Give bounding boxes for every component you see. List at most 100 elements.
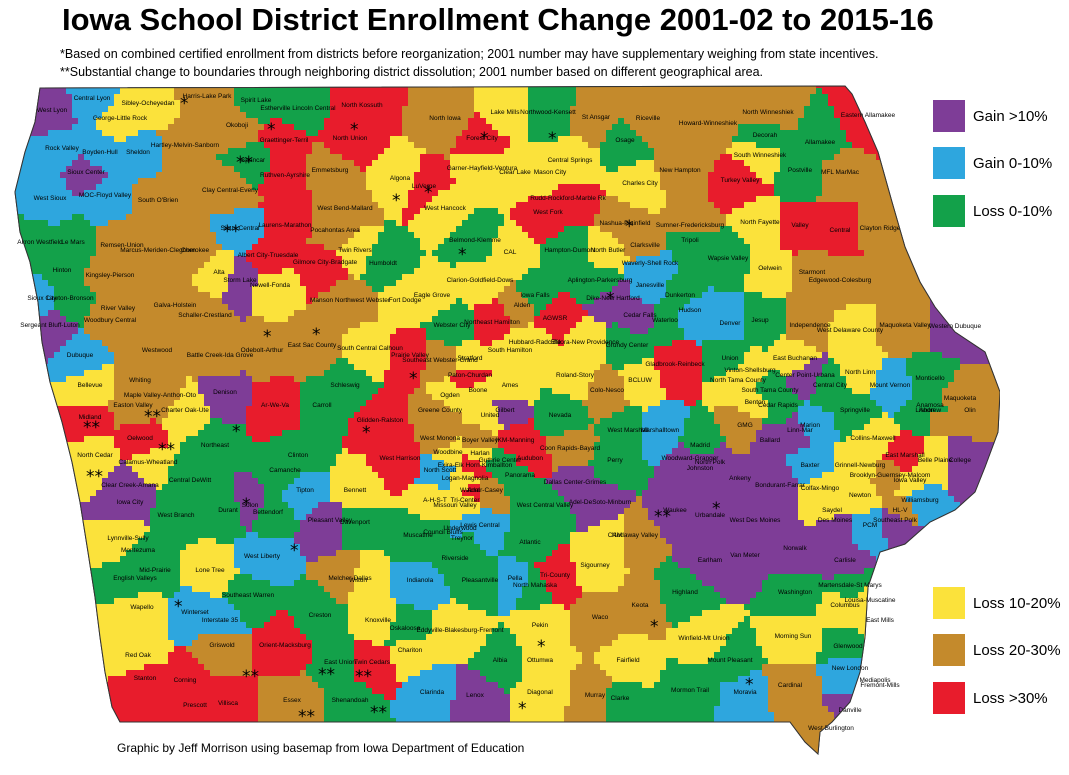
district-cell	[222, 190, 229, 197]
district-cell	[24, 226, 31, 233]
district-cell	[642, 178, 649, 185]
district-cell	[186, 214, 193, 221]
district-cell	[174, 112, 181, 119]
district-cell	[204, 160, 211, 167]
district-cell	[678, 196, 685, 203]
district-cell	[480, 226, 487, 233]
district-cell	[408, 154, 415, 161]
district-cell	[432, 130, 439, 137]
district-cell	[300, 136, 307, 143]
district-cell	[678, 172, 685, 179]
district-cell	[306, 214, 313, 221]
district-cell	[540, 94, 547, 101]
district-cell	[240, 190, 247, 197]
district-cell	[288, 196, 295, 203]
district-cell	[240, 172, 247, 179]
district-cell	[666, 148, 673, 155]
district-cell	[288, 178, 295, 185]
district-cell	[744, 130, 751, 137]
district-cell	[450, 232, 457, 239]
district-cell	[876, 226, 883, 233]
district-cell	[642, 214, 649, 221]
district-cell	[882, 124, 889, 131]
district-cell	[30, 250, 37, 257]
district-cell	[564, 154, 571, 161]
district-cell	[726, 172, 733, 179]
district-cell	[168, 214, 175, 221]
district-cell	[606, 244, 613, 251]
district-cell	[216, 214, 223, 221]
district-cell	[432, 86, 439, 89]
district-cell	[816, 106, 823, 113]
district-cell	[102, 226, 109, 233]
district-cell	[150, 208, 157, 215]
district-cell	[504, 220, 511, 227]
district-cell	[900, 86, 907, 89]
district-cell	[522, 160, 529, 167]
district-cell	[90, 208, 97, 215]
district-cell	[630, 244, 637, 251]
district-cell	[384, 118, 391, 125]
district-cell	[534, 202, 541, 209]
district-cell	[924, 178, 931, 185]
district-cell	[396, 166, 403, 173]
district-cell	[318, 118, 325, 125]
district-cell	[816, 118, 823, 125]
district-cell	[528, 250, 535, 257]
district-cell	[540, 142, 547, 149]
district-cell	[432, 106, 439, 113]
district-cell	[120, 238, 127, 245]
district-cell	[846, 160, 853, 167]
district-cell	[480, 142, 487, 149]
district-cell	[618, 130, 625, 137]
district-cell	[912, 124, 919, 131]
district-cell	[648, 178, 655, 185]
district-cell	[762, 160, 769, 167]
district-cell	[588, 100, 595, 107]
district-cell	[312, 112, 319, 119]
district-cell	[948, 238, 955, 245]
district-cell	[342, 220, 349, 227]
district-cell	[684, 226, 691, 233]
district-cell	[384, 100, 391, 107]
district-cell	[444, 142, 451, 149]
district-cell	[528, 244, 535, 251]
district-cell	[222, 178, 229, 185]
district-cell	[546, 256, 553, 263]
district-cell	[72, 208, 79, 215]
district-cell	[756, 238, 763, 245]
district-cell	[570, 208, 577, 215]
district-cell	[708, 160, 715, 167]
district-cell	[258, 172, 265, 179]
district-cell	[234, 256, 241, 263]
district-cell	[210, 232, 217, 239]
district-cell	[822, 226, 829, 233]
district-cell	[108, 190, 115, 197]
district-cell	[216, 118, 223, 125]
district-cell	[282, 208, 289, 215]
district-cell	[996, 238, 1000, 245]
district-cell	[720, 232, 727, 239]
district-cell	[918, 118, 925, 125]
district-cell	[336, 160, 343, 167]
district-cell	[300, 160, 307, 167]
district-cell	[102, 214, 109, 221]
district-cell	[780, 190, 787, 197]
district-cell	[996, 86, 1000, 89]
district-cell	[78, 118, 85, 125]
district-cell	[576, 154, 583, 161]
district-cell	[744, 94, 751, 101]
district-cell	[612, 232, 619, 239]
district-cell	[150, 130, 157, 137]
district-cell	[72, 124, 79, 131]
district-cell	[750, 88, 757, 95]
district-cell	[846, 214, 853, 221]
district-cell	[504, 88, 511, 95]
district-cell	[618, 178, 625, 185]
district-cell	[15, 202, 19, 209]
district-cell	[366, 160, 373, 167]
district-cell	[372, 142, 379, 149]
district-cell	[594, 130, 601, 137]
district-cell	[120, 136, 127, 143]
district-cell	[720, 214, 727, 221]
